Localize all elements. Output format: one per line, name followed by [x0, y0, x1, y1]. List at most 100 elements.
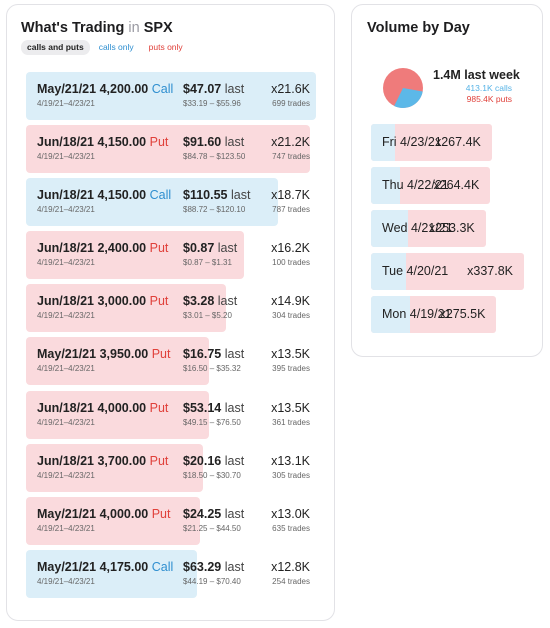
trade-row[interactable]: Jun/18/21 3,700.00 Put 4/19/21–4/23/21 $20… [26, 443, 316, 492]
trade-quantity: x18.7K [271, 188, 310, 203]
day-row[interactable]: Mon 4/19/21 x275.5K [371, 296, 497, 333]
trade-last-price: $47.07 last [183, 82, 244, 96]
last-price-label: last [224, 506, 245, 521]
trade-last-price: $24.25 last [183, 507, 244, 521]
trade-strike: 2,400.00 [97, 241, 147, 256]
volume-by-day-panel: Volume by Day 1.4M last week 413.1K call… [351, 4, 543, 357]
last-price-value: $20.16 [183, 453, 222, 468]
trade-count-value: 254 [272, 576, 286, 586]
day-label: Fri 4/23/21 [382, 135, 442, 149]
symbol-label[interactable]: SPX [143, 20, 173, 36]
trade-contract: Jun/18/21 3,000.00 Put [37, 294, 168, 308]
trade-price-range: $44.19 – $70.40 [183, 576, 241, 586]
trade-expiry: May/21/21 [37, 506, 97, 521]
trade-strike: 4,000.00 [97, 400, 147, 415]
trade-strike: 4,000.00 [99, 506, 149, 521]
day-calls-bar [371, 210, 408, 247]
filter-puts-only[interactable]: puts only [148, 42, 183, 52]
trade-price-range: $49.15 – $76.50 [183, 417, 241, 427]
trade-type: Put [151, 506, 171, 521]
trade-list: May/21/21 4,200.00 Call 4/19/21–4/23/21 $4… [26, 72, 316, 603]
last-price-label: last [224, 135, 245, 150]
trade-quantity: x16.2K [271, 241, 310, 256]
trade-volume-bar [26, 443, 203, 492]
filter-calls-only[interactable]: calls only [98, 42, 134, 52]
trade-contract: May/21/21 4,000.00 Put [37, 507, 170, 521]
trade-quantity: x13.5K [271, 400, 310, 415]
filter-calls-and-puts[interactable]: calls and puts [21, 40, 90, 55]
trade-type: Put [149, 400, 169, 415]
trade-volume-bar [26, 125, 311, 174]
trade-row[interactable]: Jun/18/21 4,000.00 Put 4/19/21–4/23/21 $53… [26, 390, 316, 439]
trade-dates: 4/19/21–4/23/21 [37, 99, 95, 108]
trade-count: 395 trades [272, 364, 310, 373]
trade-quantity: x13.0K [271, 506, 310, 521]
trade-contract: May/21/21 3,950.00 Put [37, 347, 170, 361]
last-price-value: $91.60 [183, 135, 222, 150]
trade-count-value: 361 [272, 417, 286, 427]
last-price-label: last [224, 559, 245, 574]
trade-last-price: $16.75 last [183, 347, 244, 361]
trade-dates: 4/19/21–4/23/21 [37, 205, 95, 215]
trade-count-suffix: trades [287, 470, 310, 480]
trade-count: 254 trades [272, 577, 310, 586]
trade-price-range: $88.72 – $120.10 [183, 205, 246, 215]
trade-dates: 4/19/21–4/23/21 [37, 152, 95, 162]
day-quantity: x275.5K [439, 307, 486, 321]
trade-strike: 4,200.00 [99, 82, 149, 96]
trade-strike: 4,150.00 [97, 135, 147, 150]
trade-row[interactable]: Jun/18/21 2,400.00 Put 4/19/21–4/23/21 $0.… [26, 231, 316, 280]
last-price-label: last [224, 82, 245, 96]
trade-row[interactable]: May/21/21 4,000.00 Put 4/19/21–4/23/21 $24… [26, 496, 316, 545]
last-price-label: last [224, 400, 245, 415]
trade-row[interactable]: Jun/18/21 4,150.00 Call 4/19/21–4/23/21 $1… [26, 178, 316, 227]
trade-row[interactable]: May/21/21 4,200.00 Call 4/19/21–4/23/21 $4… [26, 72, 316, 120]
trade-contract: Jun/18/21 2,400.00 Put [37, 241, 168, 255]
trade-row[interactable]: May/21/21 4,175.00 Call 4/19/21–4/23/21 $6… [26, 549, 316, 598]
trade-row[interactable]: Jun/18/21 4,150.00 Put 4/19/21–4/23/21 $91… [26, 125, 316, 174]
trade-count-value: 635 [272, 523, 286, 533]
trade-quantity: x21.6K [271, 82, 310, 96]
last-price-label: last [217, 241, 238, 256]
trade-quantity: x13.5K [271, 347, 310, 362]
trade-row[interactable]: Jun/18/21 3,000.00 Put 4/19/21–4/23/21 $3.… [26, 284, 316, 333]
trade-count: 305 trades [272, 471, 310, 480]
trade-volume-bar [26, 549, 198, 598]
trade-count-suffix: trades [287, 417, 310, 427]
trade-volume-bar [26, 284, 227, 333]
trade-price-range: $33.19 – $55.96 [183, 99, 241, 108]
trade-volume-bar [26, 178, 279, 227]
trade-price-range: $3.01 – $5.20 [183, 311, 232, 321]
trade-price-range: $18.50 – $30.70 [183, 470, 241, 480]
trade-type: Call [151, 559, 174, 574]
trade-type: Put [149, 241, 169, 256]
trade-count-suffix: trades [287, 523, 310, 533]
trade-quantity: x14.9K [271, 294, 310, 309]
trade-count-suffix: trades [287, 205, 310, 215]
last-price-value: $16.75 [183, 347, 222, 362]
trade-row[interactable]: May/21/21 3,950.00 Put 4/19/21–4/23/21 $16… [26, 337, 316, 386]
last-price-value: $53.14 [183, 400, 222, 415]
last-price-value: $63.29 [183, 559, 222, 574]
trade-price-range: $0.87 – $1.31 [183, 258, 232, 268]
trade-strike: 3,000.00 [97, 294, 147, 309]
trade-count-value: 305 [272, 470, 286, 480]
last-price-label: last [224, 347, 245, 362]
trade-volume-bar [26, 390, 209, 439]
day-calls-bar [371, 253, 407, 290]
day-calls-bar [371, 296, 410, 333]
trade-count-value: 395 [272, 364, 286, 374]
volume-title: Volume by Day [367, 20, 470, 36]
trade-count-value: 787 [272, 205, 286, 215]
day-row[interactable]: Tue 4/20/21 x337.8K [371, 253, 524, 290]
last-price-value: $47.07 [183, 82, 222, 96]
trade-quantity: x12.8K [271, 559, 310, 574]
day-row[interactable]: Thu 4/22/21 x264.4K [371, 167, 491, 204]
trade-type: Call [149, 188, 172, 203]
trade-volume-bar [26, 496, 200, 545]
volume-total: 1.4M last week [433, 68, 520, 82]
trade-count-value: 747 [272, 152, 286, 162]
day-row[interactable]: Wed 4/21/21 x253.3K [371, 210, 486, 247]
trade-price-range: $21.25 – $44.50 [183, 523, 241, 533]
day-row[interactable]: Fri 4/23/21 x267.4K [371, 124, 492, 161]
